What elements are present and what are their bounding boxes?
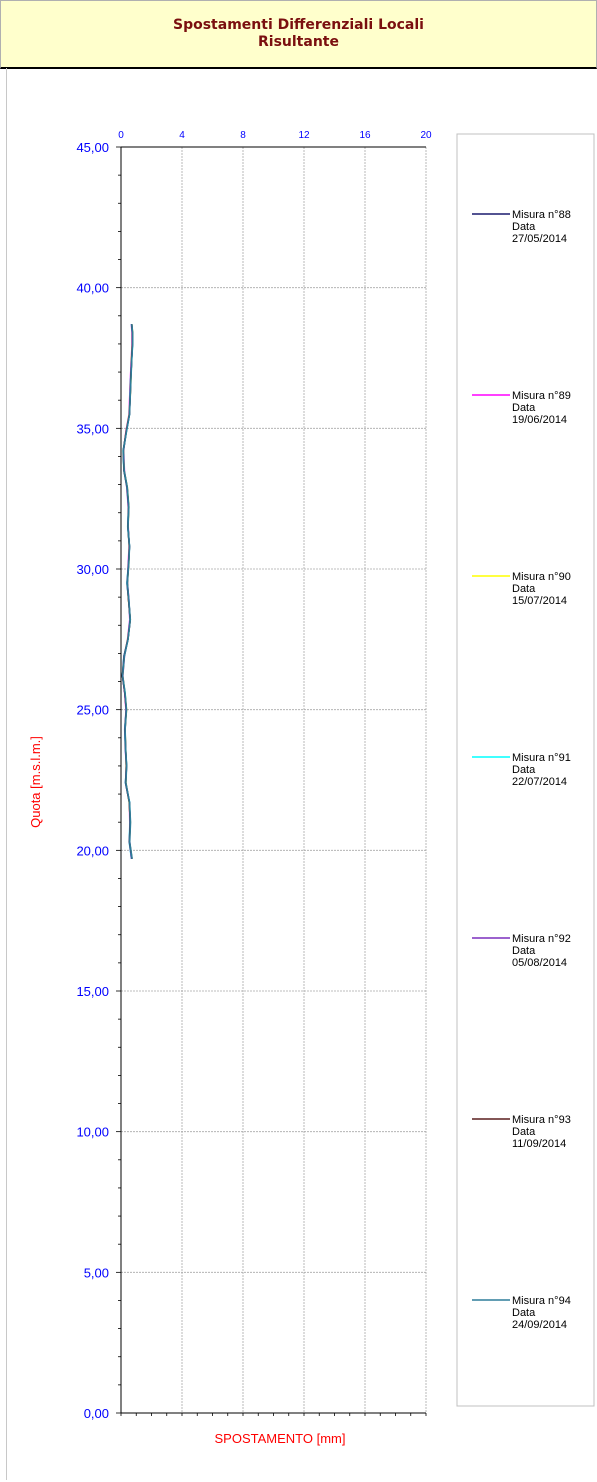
legend-date: 22/07/2014 — [512, 776, 567, 788]
series-line — [121, 324, 134, 859]
legend-date: 05/08/2014 — [512, 957, 567, 969]
y-tick-label: 25,00 — [76, 703, 109, 718]
chart-frame — [6, 68, 596, 1480]
legend-date-label: Data — [512, 1126, 536, 1138]
legend-date-label: Data — [512, 764, 536, 776]
y-tick-label: 15,00 — [76, 984, 109, 999]
y-tick-label: 45,00 — [76, 140, 109, 155]
legend-date: 11/09/2014 — [512, 1138, 566, 1150]
y-axis-label: Quota [m.s.l.m.] — [28, 736, 43, 828]
series-lines — [121, 324, 134, 859]
y-tick-label: 30,00 — [76, 562, 109, 577]
y-tick-label: 40,00 — [76, 281, 109, 296]
y-minor-ticks — [116, 146, 427, 1416]
legend-series-name: Misura n°91 — [512, 752, 571, 764]
y-tick-label: 10,00 — [76, 1125, 109, 1140]
y-tick-label: 20,00 — [76, 843, 109, 858]
legend-series-name: Misura n°89 — [512, 390, 571, 402]
legend-date-label: Data — [512, 945, 536, 957]
x-tick-label: 0 — [118, 130, 124, 141]
x-tick-label: 12 — [298, 130, 310, 141]
plot-area — [120, 146, 426, 1414]
chart-subtitle: Risultante — [258, 34, 339, 50]
y-tick-label: 5,00 — [84, 1265, 109, 1280]
legend-series-name: Misura n°88 — [512, 209, 571, 221]
x-tick-label: 8 — [240, 130, 246, 141]
legend-date: 27/05/2014 — [512, 233, 567, 245]
x-tick-label: 16 — [359, 130, 371, 141]
legend-date: 15/07/2014 — [512, 595, 567, 607]
legend-series-name: Misura n°93 — [512, 1114, 571, 1126]
legend-date-label: Data — [512, 402, 536, 414]
chart-title: Spostamenti Differenziali Locali — [173, 17, 424, 33]
legend-date-label: Data — [512, 221, 536, 233]
legend-date-label: Data — [512, 583, 536, 595]
legend-series-name: Misura n°92 — [512, 933, 571, 945]
legend-date: 24/09/2014 — [512, 1319, 567, 1331]
grid — [120, 146, 427, 1414]
legend-series-name: Misura n°94 — [512, 1295, 571, 1307]
x-axis-label: SPOSTAMENTO [mm] — [215, 1431, 346, 1446]
x-tick-label: 20 — [420, 130, 432, 141]
x-tick-label: 4 — [179, 130, 185, 141]
x-tick-labels: 0 4 8 12 16 20 — [118, 130, 432, 141]
legend-series-name: Misura n°90 — [512, 571, 571, 583]
y-tick-label: 35,00 — [76, 421, 109, 436]
legend-date-label: Data — [512, 1307, 536, 1319]
y-tick-labels: 0,00 5,00 10,00 15,00 20,00 25,00 30,00 35,00 40… — [76, 140, 109, 1421]
legend-box — [456, 133, 595, 1407]
y-tick-label: 0,00 — [84, 1406, 109, 1421]
chart-title-box: Spostamenti Differenziali Locali Risulta… — [0, 0, 597, 69]
legend-date: 19/06/2014 — [512, 414, 567, 426]
